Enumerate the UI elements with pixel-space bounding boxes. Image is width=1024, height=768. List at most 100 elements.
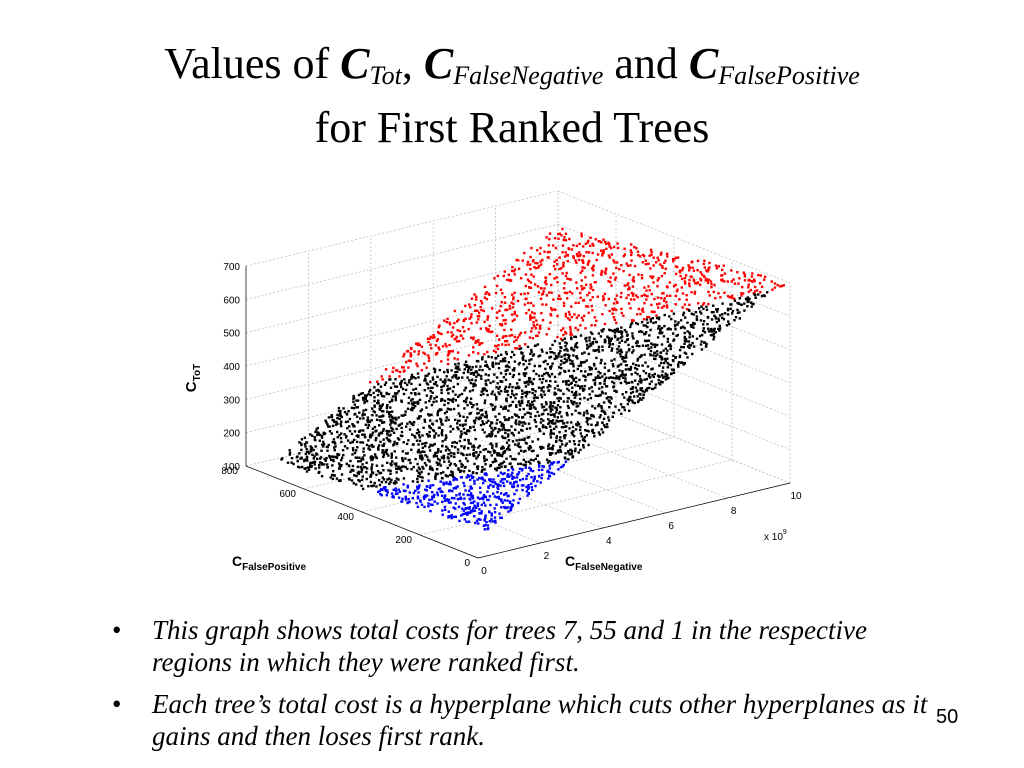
data-point — [568, 313, 571, 316]
data-point — [536, 285, 540, 288]
data-point — [562, 263, 565, 267]
data-point — [512, 394, 516, 397]
data-point — [584, 276, 587, 279]
data-point — [627, 282, 630, 285]
data-point — [688, 346, 691, 350]
data-point — [540, 389, 543, 392]
data-point — [477, 411, 480, 415]
data-point — [336, 452, 339, 456]
data-point — [392, 382, 395, 385]
data-point — [583, 396, 586, 400]
title-sep: , — [401, 39, 424, 88]
data-point — [548, 467, 552, 470]
data-point — [544, 276, 547, 279]
data-point — [549, 407, 552, 410]
data-point — [591, 251, 594, 255]
data-point — [430, 403, 434, 407]
data-point — [468, 379, 471, 382]
data-point — [677, 321, 680, 324]
data-point — [503, 477, 506, 481]
data-point — [510, 389, 514, 392]
data-point — [600, 249, 603, 252]
data-point — [660, 361, 663, 365]
y-axis-line — [245, 465, 479, 559]
data-point — [679, 319, 683, 322]
data-point — [469, 509, 473, 512]
data-point — [484, 411, 488, 415]
data-point — [420, 470, 423, 474]
data-point — [468, 489, 471, 492]
data-point — [529, 403, 532, 406]
data-point — [627, 293, 630, 297]
data-point — [668, 281, 672, 284]
data-point — [434, 474, 437, 477]
data-point — [524, 460, 528, 464]
data-point — [574, 384, 577, 387]
data-point — [509, 403, 513, 407]
data-point — [370, 419, 373, 422]
data-point — [475, 506, 478, 509]
data-point — [514, 428, 517, 431]
data-point — [728, 295, 731, 299]
data-point — [403, 381, 407, 385]
data-point — [502, 376, 506, 379]
data-point — [548, 273, 552, 276]
data-point — [476, 455, 479, 458]
data-point — [402, 414, 405, 417]
data-point — [512, 302, 515, 306]
data-point — [563, 291, 567, 294]
data-point — [663, 324, 666, 328]
data-point — [441, 500, 444, 504]
data-point — [348, 425, 351, 428]
data-point — [397, 416, 400, 419]
data-point — [491, 444, 494, 447]
data-point — [490, 356, 493, 359]
data-point — [608, 242, 611, 246]
data-point — [636, 372, 639, 376]
data-point — [529, 352, 532, 356]
data-point — [525, 311, 528, 315]
data-point — [342, 453, 345, 457]
data-point — [550, 471, 553, 475]
data-point — [577, 314, 580, 317]
data-point — [463, 447, 466, 450]
data-point — [529, 380, 533, 383]
data-point — [337, 409, 341, 413]
data-point — [451, 471, 454, 474]
data-point — [508, 365, 511, 369]
data-point — [637, 254, 640, 257]
data-point — [531, 382, 534, 386]
data-point — [494, 426, 497, 430]
data-point — [506, 429, 509, 432]
data-point — [576, 367, 579, 371]
data-point — [632, 349, 635, 352]
data-point — [625, 391, 628, 394]
data-point — [437, 326, 441, 329]
data-point — [467, 354, 471, 357]
data-point — [375, 414, 378, 417]
data-point — [545, 294, 549, 297]
data-point — [619, 352, 622, 355]
data-point — [602, 328, 605, 331]
data-point — [300, 442, 303, 445]
data-point — [644, 259, 647, 262]
data-point — [620, 291, 623, 295]
data-point — [660, 332, 663, 335]
data-point — [466, 404, 469, 407]
data-point — [533, 266, 536, 269]
data-point — [648, 386, 651, 390]
data-point — [591, 274, 595, 277]
data-point — [395, 462, 398, 465]
data-point — [594, 424, 598, 427]
data-point — [425, 485, 428, 488]
data-point — [703, 341, 706, 344]
data-point — [501, 422, 504, 425]
data-point — [660, 343, 664, 346]
data-point — [457, 428, 460, 431]
data-point — [372, 484, 375, 487]
data-point — [738, 311, 741, 314]
data-point — [389, 440, 392, 443]
data-point — [477, 522, 480, 525]
data-point — [566, 254, 570, 257]
data-point — [582, 414, 585, 417]
